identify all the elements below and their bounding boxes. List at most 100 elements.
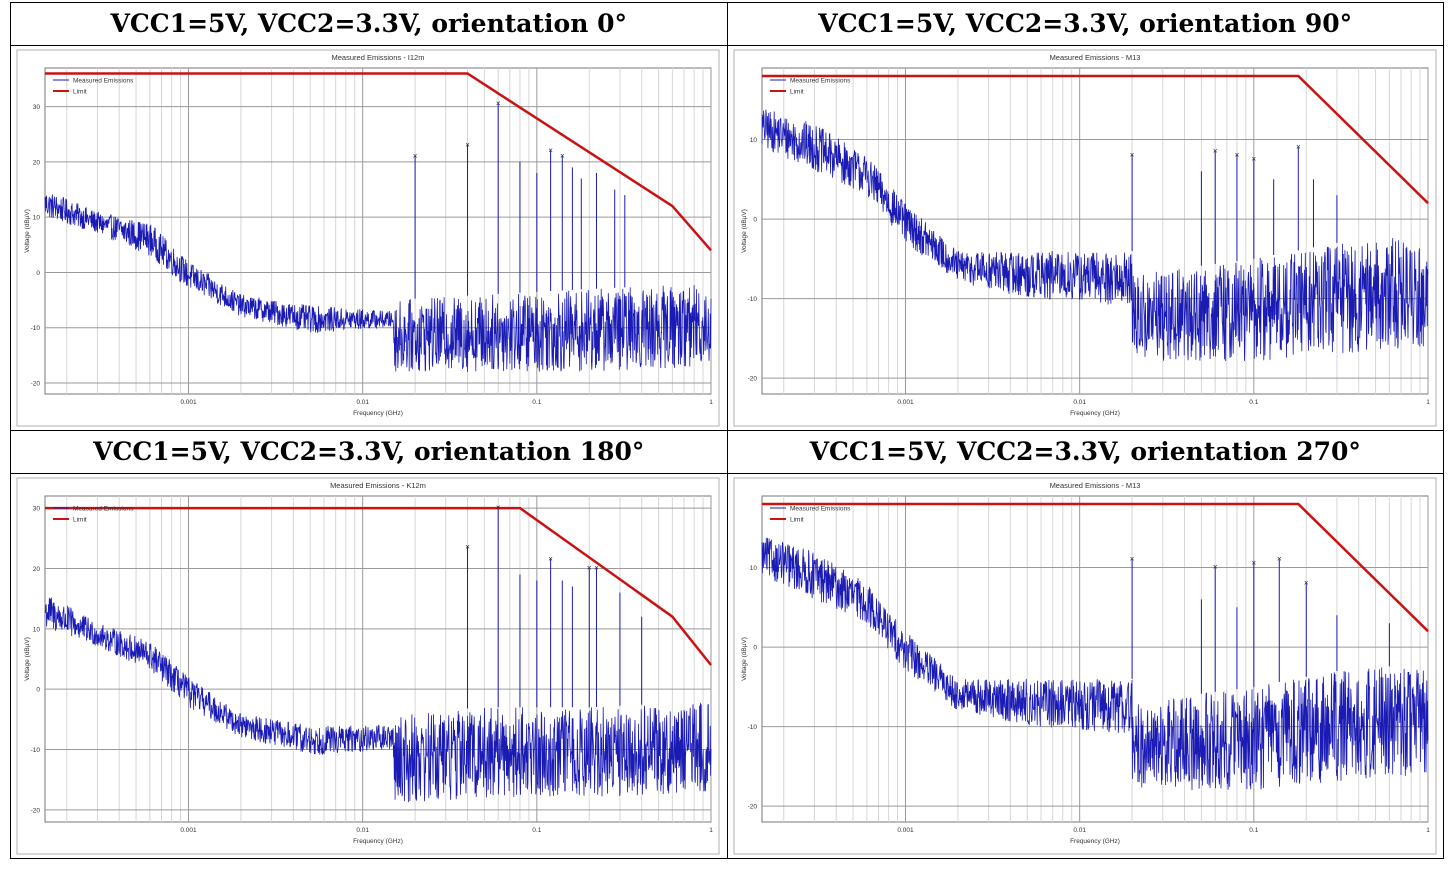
chart-title: Measured Emissions - I12m [332,53,425,62]
x-tick-label: 0.01 [356,827,369,834]
emissions-trace [761,109,1428,362]
x-tick-label: 0.01 [1073,399,1086,406]
chart-header: VCC1=5V, VCC2=3.3V, orientation 180° [10,430,728,474]
x-tick-label: 0.001 [180,399,197,406]
chart-title: Measured Emissions - K12m [330,481,426,490]
peak-marker: × [465,140,470,149]
x-tick-label: 0.001 [897,827,914,834]
emissions-chart: Measured Emissions - K12m 0.001 0.01 0.1 1 -2… [16,477,720,855]
limit-line [45,506,712,666]
y-tick-label: 20 [33,566,41,573]
peak-marker: × [413,151,418,160]
y-tick-label: 0 [36,687,40,694]
y-tick-label: 20 [33,159,41,166]
peak-marker: × [1234,150,1239,159]
y-tick-label: 10 [749,565,757,572]
legend-label: Measured Emissions [73,506,134,513]
chart-title: Measured Emissions - M13 [1049,481,1140,490]
plot-area [761,67,1428,395]
peak-marker: × [1295,143,1300,152]
peak-marker: × [548,554,553,563]
x-tick-label: 0.1 [1249,827,1258,834]
x-tick-label: 1 [1426,827,1430,834]
y-tick-label: -10 [31,747,41,754]
y-tick-label: -10 [31,325,41,332]
peak-marker: × [594,563,599,572]
emissions-chart: Measured Emissions - I12m 0.001 0.01 0.1 1 -2… [16,49,720,427]
legend-label: Measured Emissions [790,78,851,85]
chart-panel: Measured Emissions - K12m 0.001 0.01 0.1 1 -2… [10,473,728,859]
plot-area [761,495,1428,823]
y-axis-label: Voltage (dBµV) [741,637,748,681]
plot-area [44,495,712,823]
peak-marker: × [1129,555,1134,564]
peak-marker: × [1129,150,1134,159]
limit-line [761,74,1429,205]
x-tick-label: 0.01 [1073,827,1086,834]
peak-marker: × [1251,154,1256,163]
limit-line [45,72,712,252]
y-tick-label: 10 [33,626,41,633]
peak-marker: × [1212,563,1217,572]
peak-marker: × [1251,559,1256,568]
plot-area [44,67,712,395]
peak-marker: × [1276,555,1281,564]
x-tick-label: 1 [709,827,713,834]
chart-header: VCC1=5V, VCC2=3.3V, orientation 90° [726,2,1444,46]
y-tick-label: -20 [31,807,41,814]
legend-label: Limit [790,517,804,524]
peak-marker: × [587,563,592,572]
y-tick-label: -20 [747,804,757,811]
y-tick-label: 30 [33,506,41,513]
emissions-trace [761,537,1428,791]
y-tick-label: 0 [753,217,757,224]
x-tick-label: 0.01 [356,399,369,406]
peak-marker: × [548,146,553,155]
emissions-trace [44,597,712,803]
emissions-chart: Measured Emissions - M13 0.001 0.01 0.1 1 -20… [733,49,1436,427]
legend-label: Measured Emissions [790,506,851,513]
y-tick-label: -20 [31,380,41,387]
x-tick-label: 0.001 [897,399,914,406]
legend-label: Measured Emissions [73,78,134,85]
legend-label: Limit [73,89,87,96]
y-axis-label: Voltage (dBµV) [24,209,31,253]
x-tick-label: 0.001 [180,827,197,834]
peak-marker: × [560,151,565,160]
x-axis-label: Frequency (GHz) [1070,838,1120,845]
limit-line [761,502,1429,633]
x-axis-label: Frequency (GHz) [1070,410,1120,417]
y-tick-label: 30 [33,104,41,111]
y-tick-label: -20 [747,376,757,383]
peak-marker: × [1303,578,1308,587]
legend-label: Limit [790,89,804,96]
y-tick-label: 10 [33,215,41,222]
x-tick-label: 1 [1426,399,1430,406]
emissions-trace [44,194,712,372]
chart-title: Measured Emissions - M13 [1049,53,1140,62]
chart-header: VCC1=5V, VCC2=3.3V, orientation 0° [10,2,728,46]
x-tick-label: 1 [709,399,713,406]
y-axis-label: Voltage (dBµV) [24,637,31,681]
y-tick-label: -10 [747,296,757,303]
chart-panel: Measured Emissions - I12m 0.001 0.01 0.1 1 -2… [10,45,728,431]
y-tick-label: 0 [753,645,757,652]
emissions-chart: Measured Emissions - M13 0.001 0.01 0.1 1 -20… [733,477,1436,855]
chart-panel: Measured Emissions - M13 0.001 0.01 0.1 1 -20… [726,45,1444,431]
peak-marker: × [1212,146,1217,155]
peak-marker: × [465,542,470,551]
y-tick-label: -10 [747,724,757,731]
peak-marker: × [496,503,501,512]
x-axis-label: Frequency (GHz) [353,410,403,417]
peak-marker: × [496,99,501,108]
x-tick-label: 0.1 [532,399,541,406]
x-tick-label: 0.1 [532,827,541,834]
x-axis-label: Frequency (GHz) [353,838,403,845]
legend-label: Limit [73,517,87,524]
chart-header: VCC1=5V, VCC2=3.3V, orientation 270° [726,430,1444,474]
y-tick-label: 0 [36,270,40,277]
y-tick-label: 10 [749,137,757,144]
y-axis-label: Voltage (dBµV) [741,209,748,253]
chart-panel: Measured Emissions - M13 0.001 0.01 0.1 1 -20… [726,473,1444,859]
x-tick-label: 0.1 [1249,399,1258,406]
